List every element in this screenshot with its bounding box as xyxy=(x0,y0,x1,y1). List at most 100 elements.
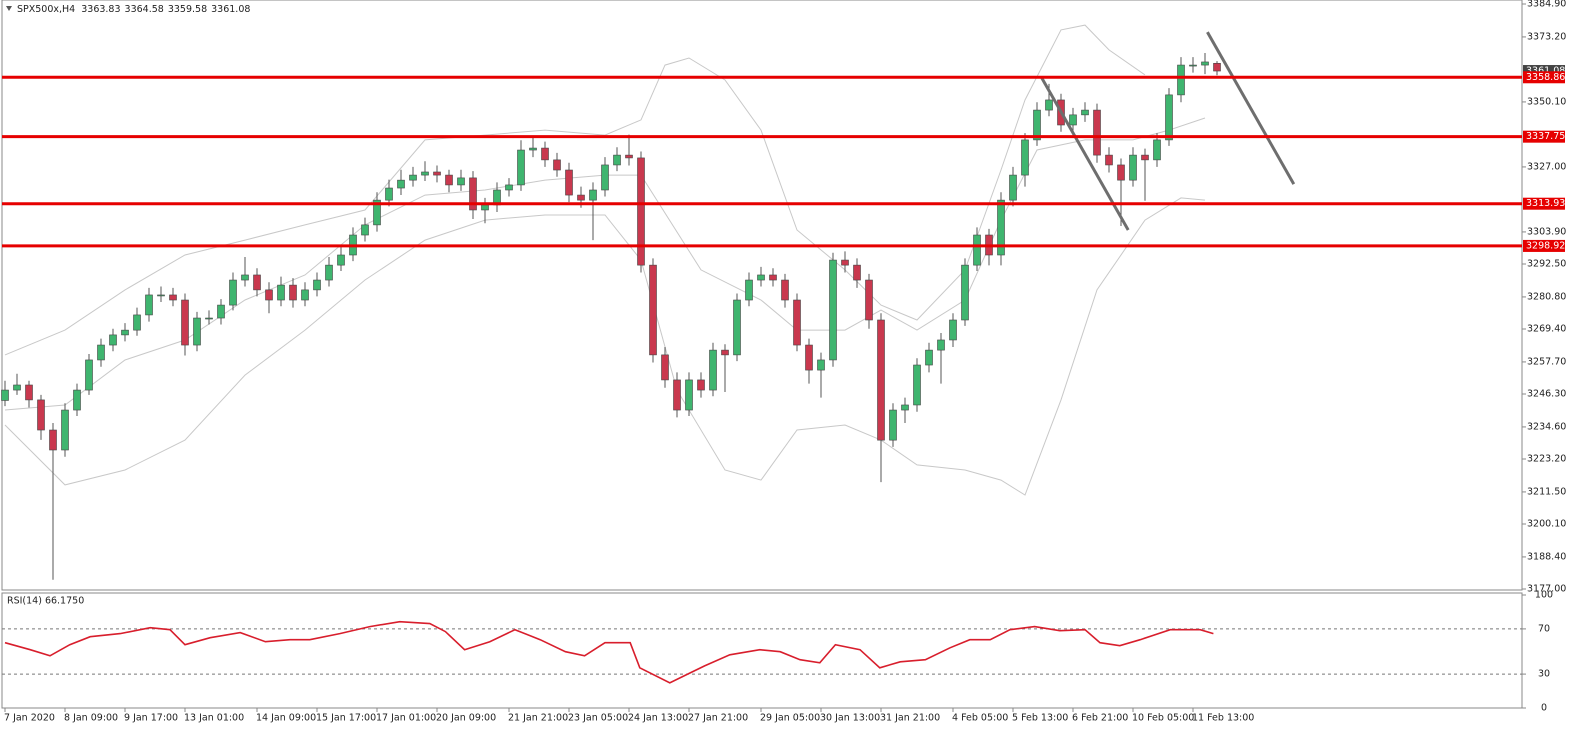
candle-body xyxy=(1021,139,1029,176)
candle-body xyxy=(1141,154,1149,161)
candle-body xyxy=(733,299,741,356)
candle-body xyxy=(157,294,165,297)
candle-body xyxy=(541,147,549,161)
y-tick-label: 3373.20 xyxy=(1527,31,1566,42)
y-tick-label: 3303.90 xyxy=(1527,226,1566,237)
rsi-tick-label: 70 xyxy=(1538,623,1550,634)
x-tick-label: 10 Feb 05:00 xyxy=(1132,713,1194,724)
x-tick-label: 23 Jan 05:00 xyxy=(568,713,628,724)
candle-body xyxy=(745,279,753,301)
candle-body xyxy=(1009,174,1017,201)
candle-body xyxy=(313,279,321,291)
candle-body xyxy=(217,304,225,319)
candle-body xyxy=(229,279,237,306)
candle-body xyxy=(85,359,93,391)
candle-body xyxy=(241,274,249,281)
candle-body xyxy=(817,359,825,371)
candle-body xyxy=(1045,99,1053,111)
candle-body xyxy=(685,379,693,411)
symbol: SPX500x,H4 xyxy=(17,4,75,15)
candle-body xyxy=(613,154,621,166)
candle-body xyxy=(49,429,57,451)
y-tick-label: 3280.80 xyxy=(1527,291,1566,302)
y-tick-label: 3200.10 xyxy=(1527,519,1566,530)
candle-body xyxy=(469,177,477,211)
candle-body xyxy=(673,379,681,411)
low-value: 3359.58 xyxy=(168,4,207,15)
candle-body xyxy=(601,164,609,191)
candle-body xyxy=(565,169,573,196)
x-tick-label: 14 Jan 09:00 xyxy=(256,713,316,724)
x-tick-label: 24 Jan 13:00 xyxy=(628,713,688,724)
candle-body xyxy=(949,319,957,341)
level-label-box xyxy=(1523,71,1565,84)
y-tick-label: 3177.00 xyxy=(1527,584,1566,595)
rsi-tick-label: 100 xyxy=(1535,590,1553,601)
rsi-line xyxy=(4,620,1214,684)
candle-body xyxy=(757,274,765,281)
candle-body xyxy=(841,259,849,266)
x-tick-label: 27 Jan 21:00 xyxy=(688,713,748,724)
candle-body xyxy=(37,399,45,431)
level-label: 3313.93 xyxy=(1526,198,1565,209)
candle-body xyxy=(25,384,33,401)
candle-body xyxy=(721,349,729,356)
candle-body xyxy=(253,274,261,291)
candle-body xyxy=(289,284,297,301)
x-tick-label: 11 Feb 13:00 xyxy=(1192,713,1254,724)
candle-body xyxy=(169,294,177,301)
candle-body xyxy=(145,294,153,316)
x-tick-label: 8 Jan 09:00 xyxy=(64,713,118,724)
x-tick-label: 20 Jan 09:00 xyxy=(436,713,496,724)
candle-body xyxy=(649,264,657,356)
candle-body xyxy=(373,199,381,226)
candle-body xyxy=(913,364,921,406)
candle-body xyxy=(697,379,705,391)
candle-body xyxy=(865,279,873,321)
candle-body xyxy=(409,174,417,181)
level-label: 3337.75 xyxy=(1526,131,1565,142)
level-label-box xyxy=(1523,197,1565,210)
candle-body xyxy=(385,187,393,201)
x-tick-label: 5 Feb 13:00 xyxy=(1012,713,1068,724)
candle-body xyxy=(1189,64,1197,67)
candle-body xyxy=(1165,94,1173,141)
candle-body xyxy=(13,384,21,391)
candle-body xyxy=(1117,164,1125,181)
candle-body xyxy=(193,317,201,346)
candle-body xyxy=(997,199,1005,256)
candle-body xyxy=(457,177,465,186)
candle-body xyxy=(433,171,441,176)
y-tick-label: 3188.40 xyxy=(1527,551,1566,562)
x-tick-label: 31 Jan 21:00 xyxy=(880,713,940,724)
candle-body xyxy=(1213,62,1221,72)
candle-body xyxy=(973,234,981,266)
x-tick-label: 15 Jan 17:00 xyxy=(316,713,376,724)
candle-body xyxy=(661,354,669,381)
y-tick-label: 3292.50 xyxy=(1527,259,1566,270)
candle-body xyxy=(1,389,9,401)
y-tick-label: 3223.20 xyxy=(1527,454,1566,465)
x-tick-label: 4 Feb 05:00 xyxy=(952,713,1008,724)
y-tick-label: 3384.90 xyxy=(1527,0,1566,10)
candle-body xyxy=(805,344,813,371)
candle-body xyxy=(625,154,633,159)
y-tick-label: 3211.50 xyxy=(1527,486,1566,497)
x-tick-label: 6 Feb 21:00 xyxy=(1072,713,1128,724)
candle-body xyxy=(1153,139,1161,161)
bollinger-band xyxy=(4,24,1146,356)
x-tick-label: 21 Jan 21:00 xyxy=(508,713,568,724)
candle-body xyxy=(61,409,69,451)
x-tick-label: 29 Jan 05:00 xyxy=(760,713,820,724)
candle-body xyxy=(877,319,885,441)
candle-body xyxy=(1105,154,1113,166)
bollinger-band xyxy=(4,197,1206,496)
candle-body xyxy=(1093,109,1101,156)
candle-body xyxy=(901,404,909,411)
x-tick-label: 17 Jan 01:00 xyxy=(376,713,436,724)
candle-body xyxy=(121,329,129,336)
candle-body xyxy=(589,189,597,201)
y-tick-label: 3350.10 xyxy=(1527,96,1566,107)
close-value: 3361.08 xyxy=(211,4,250,15)
candle-body xyxy=(181,299,189,346)
